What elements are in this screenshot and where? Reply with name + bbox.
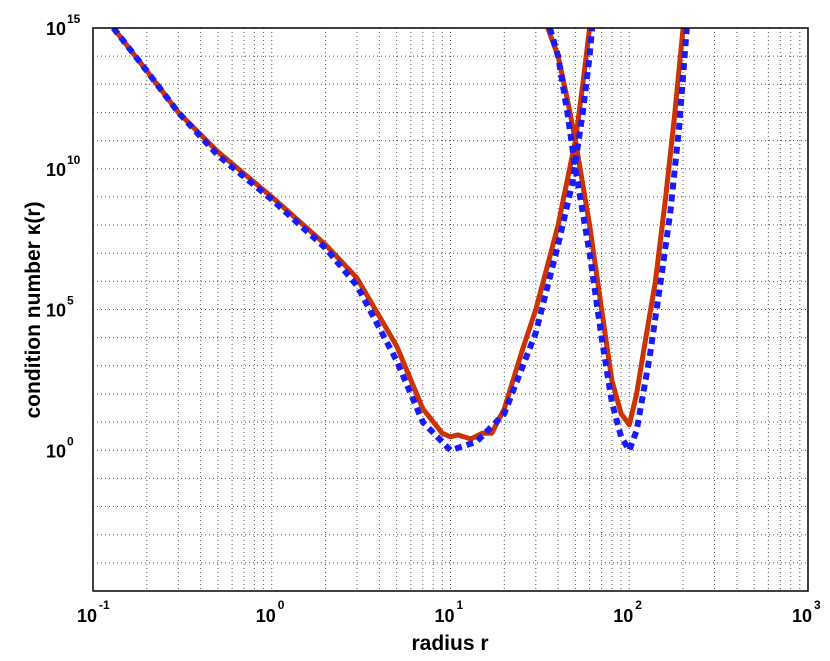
x-axis-label: radius r (411, 632, 488, 655)
y-tick-exponent: 0 (67, 434, 74, 448)
y-tick-label: 10 (46, 301, 66, 321)
y-tick-label: 10 (46, 160, 66, 180)
y-tick-label: 10 (46, 19, 66, 39)
x-tick-exponent: -1 (99, 598, 110, 612)
series-dashed-blue-line (547, 28, 690, 454)
x-tick-label: 10 (792, 606, 812, 626)
x-tick-exponent: 3 (814, 598, 821, 612)
plot-frame (92, 27, 809, 592)
x-tick-exponent: 1 (457, 598, 464, 612)
y-tick-exponent: 10 (67, 153, 81, 167)
series-lines (111, 28, 690, 454)
x-tick-label: 10 (256, 606, 276, 626)
plot-area (93, 28, 808, 591)
y-tick-label: 10 (46, 441, 66, 461)
x-tick-label: 10 (434, 606, 454, 626)
y-tick-exponent: 5 (67, 294, 74, 308)
y-tick-exponent: 15 (67, 12, 81, 26)
y-axis-label: condition number κ(r) (22, 201, 45, 418)
x-tick-exponent: 2 (635, 598, 642, 612)
x-tick-label: 10 (77, 606, 97, 626)
x-tick-exponent: 0 (278, 598, 285, 612)
x-tick-label: 10 (613, 606, 633, 626)
